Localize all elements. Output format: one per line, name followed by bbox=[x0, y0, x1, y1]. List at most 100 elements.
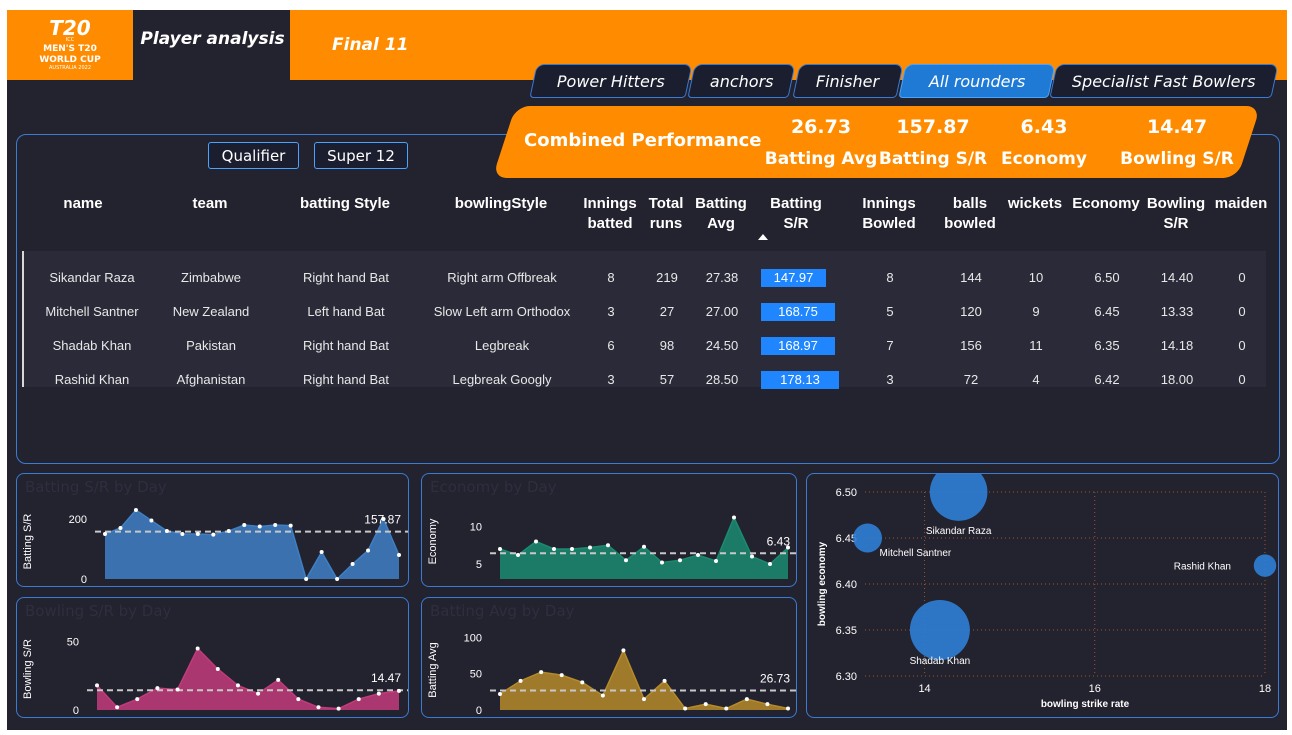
data-point bbox=[155, 686, 160, 691]
col-maiden[interactable]: maiden bbox=[1214, 195, 1268, 212]
filter-super-12-button[interactable]: Super 12 bbox=[314, 142, 408, 169]
y-axis-label: bowling economy bbox=[817, 541, 828, 626]
data-point bbox=[397, 688, 401, 693]
economy-vs-strike-rate-panel: 6.30 6.35 6.40 6.45 6.50 14 16 18 bowling strike… bbox=[806, 473, 1279, 718]
sort-ascending-icon[interactable] bbox=[758, 234, 768, 240]
data-point bbox=[539, 670, 544, 675]
kpi-value: 157.87 bbox=[896, 116, 970, 138]
cell-maiden: 0 bbox=[1238, 270, 1246, 285]
data-point bbox=[534, 539, 538, 544]
cell-bowling-style: Legbreak Googly bbox=[452, 372, 552, 387]
cell-name: Rashid Khan bbox=[54, 372, 130, 387]
data-point bbox=[215, 667, 220, 671]
x-tick-label: 16 bbox=[1089, 683, 1101, 695]
table-row[interactable]: Shadab Khan Pakistan Right hand Bat Legbrea… bbox=[24, 329, 1268, 363]
col-economy[interactable]: Economy bbox=[1072, 195, 1140, 212]
logo-australia: AUSTRALIA 2022 bbox=[49, 65, 91, 71]
tab-label: Finisher bbox=[816, 71, 880, 91]
col-total-runs[interactable]: Total runs bbox=[648, 195, 684, 232]
table-row[interactable]: Sikandar Raza Zimbabwe Right hand Bat Right… bbox=[24, 261, 1268, 295]
table-row[interactable]: Rashid Khan Afghanistan Right hand Bat Legb… bbox=[24, 363, 1268, 397]
data-point bbox=[786, 706, 790, 711]
tab-power-hitters[interactable]: Power Hitters bbox=[529, 64, 693, 98]
col-bowling-sr[interactable]: Bowling S/R bbox=[1146, 195, 1206, 232]
data-point bbox=[518, 678, 523, 683]
cell-bowling-sr: 14.18 bbox=[1160, 338, 1194, 353]
y-tick-label: 6.45 bbox=[836, 533, 857, 545]
data-point bbox=[683, 706, 688, 711]
header-bar: T20 ICC MEN'S T20 WORLD CUP AUSTRALIA 20… bbox=[7, 10, 1287, 80]
data-point bbox=[786, 545, 790, 550]
col-innings-batted[interactable]: Innings batted bbox=[583, 195, 637, 232]
tab-player-analysis[interactable]: Player analysis bbox=[135, 10, 290, 80]
col-batting-avg[interactable]: Batting Avg bbox=[695, 195, 747, 232]
cell-economy: 6.45 bbox=[1094, 304, 1120, 319]
bubble bbox=[909, 600, 970, 660]
cell-batting-avg: 24.50 bbox=[705, 338, 739, 353]
y-tick-label: 50 bbox=[67, 637, 79, 649]
cell-maiden: 0 bbox=[1238, 304, 1246, 319]
y-axis-label: Batting Avg bbox=[427, 642, 439, 697]
data-point bbox=[133, 508, 138, 512]
filter-qualifier-button[interactable]: Qualifier bbox=[208, 142, 299, 169]
col-team[interactable]: team bbox=[192, 195, 228, 212]
data-point bbox=[256, 691, 261, 696]
tab-anchors[interactable]: anchors bbox=[687, 64, 796, 98]
cell-team: New Zealand bbox=[172, 304, 250, 319]
kpi-economy: 6.43 Economy bbox=[994, 114, 1094, 172]
data-point bbox=[288, 523, 293, 528]
cell-batting-avg: 28.50 bbox=[705, 372, 739, 387]
tab-label: Specialist Fast Bowlers bbox=[1072, 71, 1256, 91]
tab-specialist-fast-bowlers[interactable]: Specialist Fast Bowlers bbox=[1049, 64, 1279, 98]
kpi-batting-avg: 26.73 Batting Avg bbox=[761, 114, 881, 172]
cell-innings-bowled: 3 bbox=[886, 372, 894, 387]
y-tick-label: 5 bbox=[476, 559, 482, 571]
data-point bbox=[356, 697, 361, 702]
cell-bowling-sr: 18.00 bbox=[1160, 372, 1194, 387]
kpi-label: Batting S/R bbox=[878, 149, 988, 169]
cell-maiden: 0 bbox=[1238, 372, 1246, 387]
col-wickets[interactable]: wickets bbox=[1007, 195, 1063, 212]
data-point bbox=[678, 558, 682, 563]
col-innings-bowled[interactable]: Innings Bowled bbox=[862, 195, 916, 232]
kpi-value: 6.43 bbox=[1020, 116, 1068, 138]
cell-bowling-style: Legbreak bbox=[474, 338, 530, 353]
col-name[interactable]: name bbox=[63, 195, 103, 212]
cell-total-runs: 27 bbox=[659, 304, 675, 319]
kpi-label: Batting Avg bbox=[764, 149, 878, 169]
y-axis-label: Batting S/R bbox=[22, 514, 34, 570]
combined-performance-title: Combined Performance bbox=[524, 130, 762, 151]
col-bowling-style[interactable]: bowlingStyle bbox=[454, 195, 548, 212]
data-point bbox=[336, 706, 341, 711]
tab-finisher[interactable]: Finisher bbox=[792, 64, 904, 98]
data-point bbox=[226, 529, 231, 533]
y-axis-label: Bowling S/R bbox=[22, 639, 34, 699]
logo-mens: MEN'S T20 bbox=[43, 44, 97, 54]
area-fill bbox=[500, 650, 788, 710]
table-row[interactable]: Mitchell Santner New Zealand Left hand Bat… bbox=[24, 295, 1268, 329]
tab-all-rounders[interactable]: All rounders bbox=[898, 64, 1056, 98]
data-point bbox=[744, 697, 749, 702]
bubble-label: Rashid Khan bbox=[1174, 562, 1231, 573]
tab-label: anchors bbox=[709, 71, 774, 91]
cell-balls-bowled: 72 bbox=[963, 372, 979, 387]
col-batting-style[interactable]: batting Style bbox=[299, 195, 390, 212]
tab-final-11[interactable]: Final 11 bbox=[332, 35, 409, 55]
col-batting-sr[interactable]: Batting S/R bbox=[770, 195, 822, 232]
data-point bbox=[624, 558, 628, 563]
series-line bbox=[104, 509, 400, 581]
cell-economy: 6.42 bbox=[1094, 372, 1120, 387]
kpi-batting-sr: 157.87 Batting S/R bbox=[873, 114, 993, 172]
data-point bbox=[211, 532, 216, 537]
data-point bbox=[257, 524, 262, 529]
data-point bbox=[621, 648, 626, 653]
cell-batting-style: Right hand Bat bbox=[302, 338, 389, 353]
data-point bbox=[580, 680, 585, 685]
cell-maiden: 0 bbox=[1238, 338, 1246, 353]
cell-team: Afghanistan bbox=[176, 372, 246, 387]
data-point bbox=[149, 518, 154, 523]
cell-wickets: 10 bbox=[1028, 270, 1044, 285]
y-tick-label: 50 bbox=[470, 669, 482, 681]
col-balls-bowled[interactable]: balls bowled bbox=[944, 195, 996, 232]
cell-innings-bowled: 7 bbox=[886, 338, 894, 353]
